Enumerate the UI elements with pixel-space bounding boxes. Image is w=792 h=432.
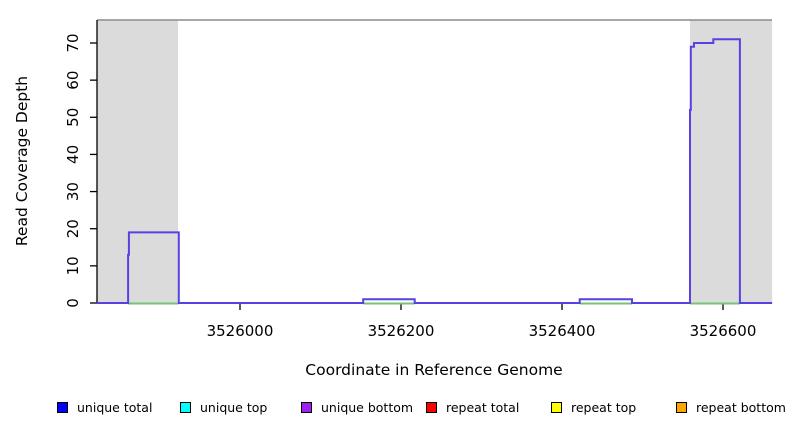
legend-label: repeat top (571, 399, 637, 415)
legend-item: repeat total (426, 398, 519, 416)
masked-region-bands (96, 20, 773, 303)
x-tick-label: 3526000 (207, 322, 274, 340)
y-tick-label: 40 (64, 145, 82, 164)
legend-swatch (551, 401, 562, 413)
y-tick-label: 60 (64, 71, 82, 90)
legend-item: repeat top (551, 398, 636, 416)
legend-swatch (180, 401, 191, 413)
legend-label: unique top (200, 399, 268, 415)
x-tick-label: 3526200 (368, 322, 435, 340)
x-axis-ticks: 3526000 3526200 3526400 3526600 (207, 303, 757, 340)
y-tick-label: 0 (64, 298, 82, 308)
y-axis-title: Read Coverage Depth (13, 76, 31, 246)
y-tick-label: 20 (64, 219, 82, 238)
x-tick-label: 3526400 (529, 322, 596, 340)
legend: unique total unique top unique bottom repea… (0, 398, 792, 420)
y-tick-label: 70 (64, 33, 82, 52)
legend-swatch (57, 401, 68, 413)
legend-swatch (426, 401, 437, 413)
coverage-line (96, 38, 773, 304)
x-tick-label: 3526600 (690, 322, 757, 340)
legend-label: repeat total (446, 399, 520, 415)
legend-item: repeat bottom (676, 398, 786, 416)
left-masked-region (96, 20, 179, 303)
legend-label: unique total (77, 399, 153, 415)
legend-item: unique bottom (301, 398, 413, 416)
legend-swatch (301, 401, 312, 413)
right-masked-region (689, 20, 773, 303)
legend-item: unique total (57, 398, 152, 416)
x-axis-title: Coordinate in Reference Genome (305, 361, 562, 379)
y-tick-label: 30 (64, 182, 82, 201)
legend-label: unique bottom (321, 399, 414, 415)
y-axis-ticks: 0 10 20 30 40 50 60 70 (64, 33, 97, 308)
y-tick-label: 50 (64, 108, 82, 127)
legend-swatch (676, 401, 687, 413)
legend-label: repeat bottom (696, 399, 786, 415)
y-tick-label: 10 (64, 256, 82, 275)
legend-item: unique top (180, 398, 267, 416)
